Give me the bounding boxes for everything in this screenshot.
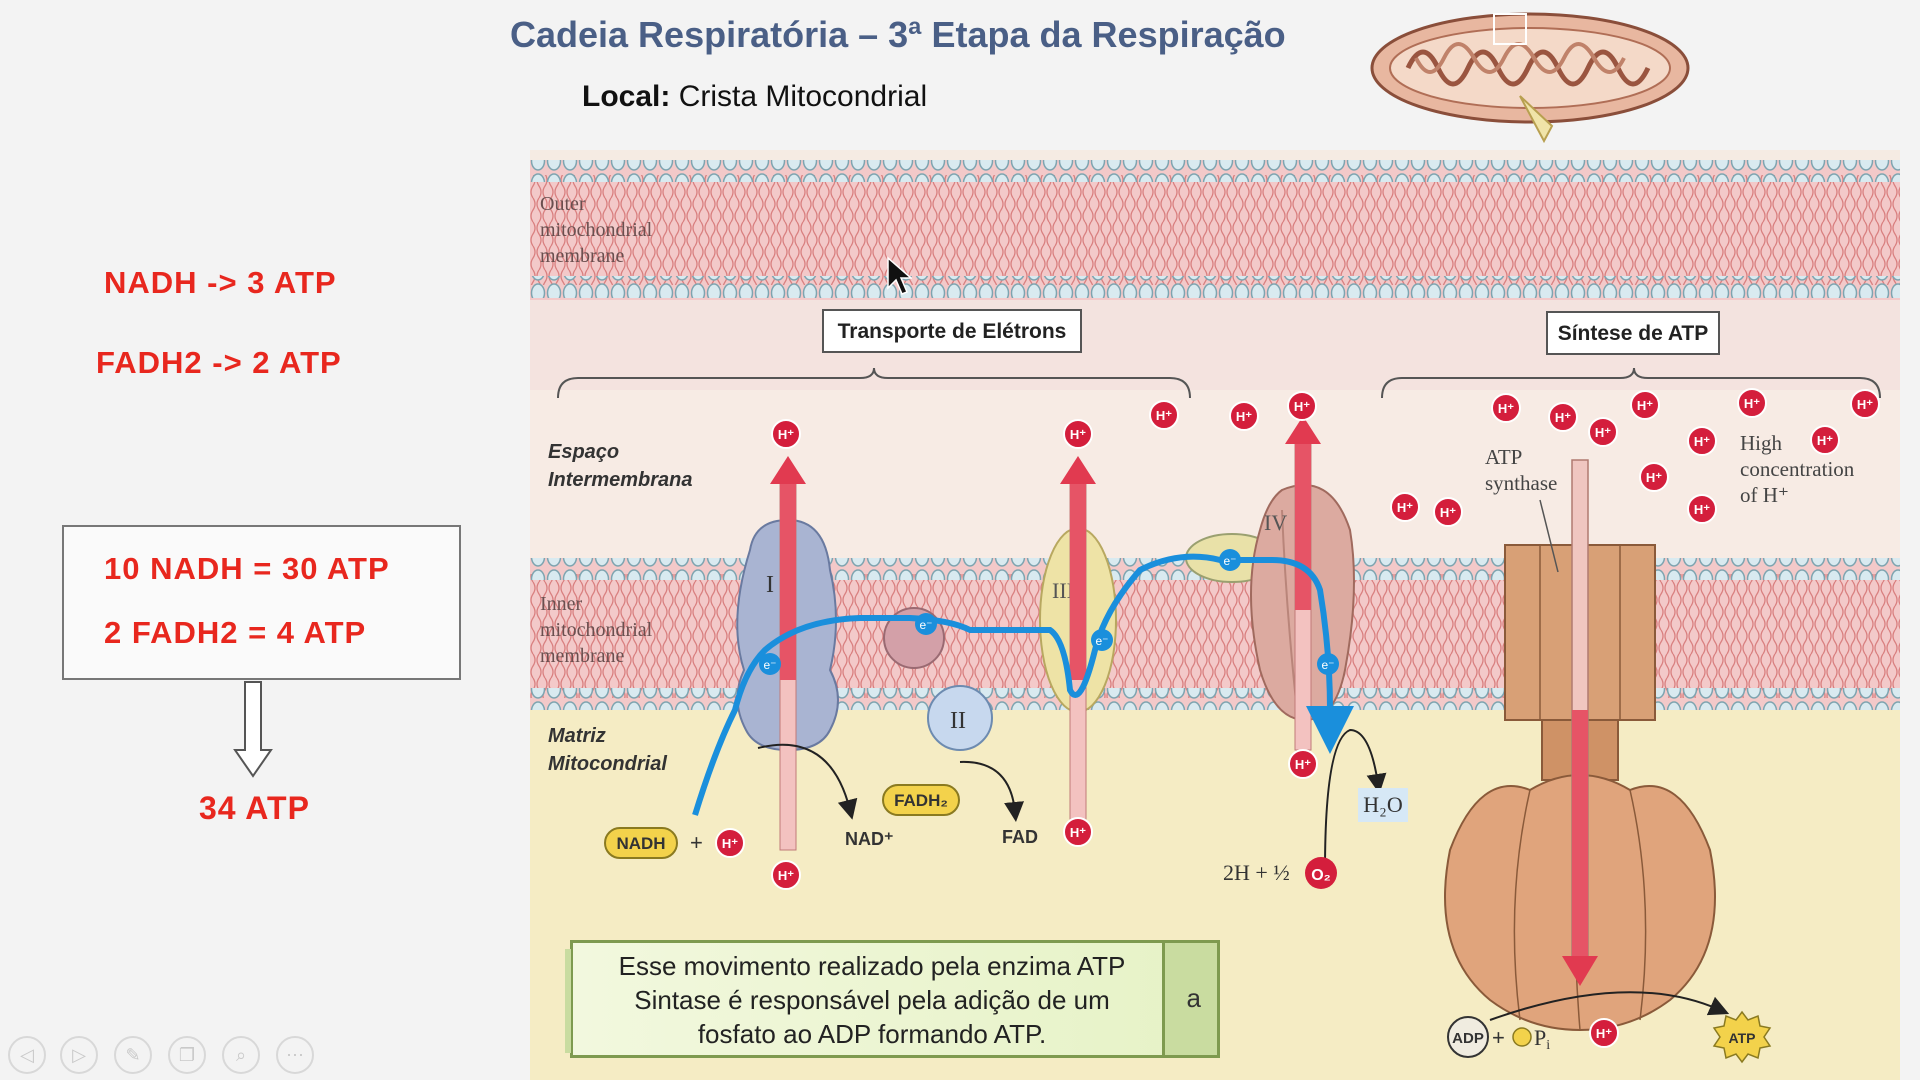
svg-text:H⁺: H⁺ [1156, 408, 1172, 423]
slide-title: Cadeia Respiratória – 3ª Etapa da Respir… [510, 14, 1286, 55]
transport-bracket [557, 367, 1191, 399]
intermembrane-space-label: Espaço Intermembrana [548, 441, 693, 491]
svg-text:H⁺: H⁺ [1596, 1026, 1612, 1041]
mitochondrion-icon [1370, 12, 1690, 144]
synthesis-bracket [1381, 367, 1881, 399]
fadh2-ratio: FADH2 -> 2 ATP [96, 345, 342, 380]
svg-text:H⁺: H⁺ [1817, 433, 1833, 448]
svg-text:NADH: NADH [616, 834, 665, 853]
pen-icon[interactable]: ✎ [114, 1036, 152, 1074]
note-line-2: Sintase é responsável pela adição de um [634, 985, 1110, 1015]
atp-sum-box: 10 NADH = 30 ATP 2 FADH2 = 4 ATP [62, 525, 461, 680]
svg-text:O₂: O₂ [1311, 867, 1331, 884]
previous-slide-icon[interactable]: ◁ [8, 1036, 46, 1074]
svg-text:H⁺: H⁺ [778, 868, 794, 883]
svg-text:H⁺: H⁺ [1595, 425, 1611, 440]
outer-membrane-label: Outer mitochondrial membrane [540, 193, 657, 267]
svg-text:H⁺: H⁺ [722, 836, 738, 851]
svg-text:e⁻: e⁻ [1095, 634, 1108, 648]
inner-membrane-label: Inner mitochondrial membrane [540, 593, 657, 667]
fadh2-badge: FADH₂ [882, 784, 960, 816]
note-line-1: Esse movimento realizado pela enzima ATP [618, 951, 1126, 981]
transport-box-label: Transporte de Elétrons [838, 320, 1067, 343]
svg-text:FADH₂: FADH₂ [894, 791, 948, 810]
high-concentration-label: High concentration of H⁺ [1740, 431, 1860, 507]
nadh-oxidation-arrow [757, 743, 858, 820]
oxygen-badge: O₂ [1305, 857, 1337, 889]
explanation-note: Esse movimento realizado pela enzima ATP… [565, 940, 1220, 1058]
svg-text:H⁺: H⁺ [1646, 470, 1662, 485]
next-slide-icon[interactable]: ▷ [60, 1036, 98, 1074]
svg-text:H⁺: H⁺ [1294, 399, 1310, 414]
svg-text:ADP: ADP [1452, 1030, 1484, 1047]
adp-badge: ADP [1447, 1016, 1489, 1058]
svg-text:H⁺: H⁺ [1070, 427, 1086, 442]
transport-box: Transporte de Elétrons [822, 309, 1082, 353]
svg-text:H⁺: H⁺ [1694, 502, 1710, 517]
phosphate-label: Pi [1534, 1025, 1550, 1053]
synthesis-box: Síntese de ATP [1546, 311, 1720, 355]
note-line-3: fosfato ao ADP formando ATP. [697, 1019, 1047, 1049]
svg-text:e⁻: e⁻ [1223, 554, 1236, 568]
svg-text:e⁻: e⁻ [919, 618, 932, 632]
svg-text:H⁺: H⁺ [1694, 434, 1710, 449]
more-options-icon[interactable]: ⋯ [276, 1036, 314, 1074]
complex-i-label: I [766, 572, 774, 598]
atp-synthesis-arrow [1489, 991, 1730, 1021]
svg-text:e⁻: e⁻ [763, 658, 776, 672]
svg-text:H⁺: H⁺ [1744, 396, 1760, 411]
location-value: Crista Mitocondrial [678, 80, 928, 113]
svg-text:H⁺: H⁺ [1070, 825, 1086, 840]
svg-text:H₂O: H₂O [1363, 792, 1402, 817]
complex-iv-label: IV [1264, 510, 1287, 535]
matrix-label: Matriz Mitocondrial [548, 725, 667, 775]
complex-iii-label: III [1052, 578, 1074, 603]
atp-badge: ATP [1712, 1010, 1772, 1064]
nadh-plus: + [690, 830, 703, 855]
svg-text:ATP: ATP [1729, 1030, 1756, 1046]
sum-nadh: 10 NADH = 30 ATP [104, 551, 390, 586]
svg-text:H⁺: H⁺ [1236, 409, 1252, 424]
phosphate-dot [1512, 1027, 1532, 1047]
synthesis-box-label: Síntese de ATP [1558, 322, 1709, 345]
electron-path [692, 553, 1354, 816]
complex-ii-label: II [950, 708, 966, 734]
fadh2-oxidation-arrow [959, 760, 1024, 822]
atp-synthase-label: ATP synthase [1485, 445, 1557, 495]
location-label: Local: [582, 80, 671, 113]
nadh-badge: NADH [604, 827, 678, 859]
adp-plus: + [1492, 1025, 1505, 1050]
proton-pump-arrow-iii [1060, 456, 1096, 821]
svg-text:H⁺: H⁺ [1498, 401, 1514, 416]
location-line: Local: Crista Mitocondrial [582, 80, 927, 114]
svg-text:H⁺: H⁺ [778, 427, 794, 442]
atp-synthase-proton-arrow [1562, 710, 1598, 986]
note-edge [565, 949, 571, 1053]
oxygen-reaction: 2H + ½ [1223, 860, 1290, 885]
nadh-ratio: NADH -> 3 ATP [104, 265, 337, 300]
fad-label: FAD [1002, 827, 1038, 847]
zoom-icon[interactable]: ⌕ [222, 1036, 260, 1074]
water-formation-arrow [1324, 728, 1387, 871]
sum-fadh2: 2 FADH2 = 4 ATP [104, 615, 367, 650]
note-side-letter: a [1186, 983, 1201, 1013]
water-badge: H₂O [1358, 788, 1408, 822]
svg-text:H⁺: H⁺ [1555, 410, 1571, 425]
nad-plus-label: NAD⁺ [845, 829, 894, 849]
electron-markers: e⁻ e⁻ e⁻ e⁻ e⁻ [759, 549, 1339, 675]
svg-text:H⁺: H⁺ [1637, 398, 1653, 413]
slides-icon[interactable]: ❐ [168, 1036, 206, 1074]
svg-text:H⁺: H⁺ [1857, 397, 1873, 412]
svg-text:H⁺: H⁺ [1397, 500, 1413, 515]
proton-pump-arrow-i [770, 456, 806, 851]
proton-badges: H⁺ H⁺ H⁺ H⁺ H⁺ H⁺ H⁺ H⁺ H⁺ H⁺ H⁺ H⁺ H⁺ H… [715, 388, 1880, 1048]
mouse-cursor-icon [887, 256, 912, 295]
total-atp: 34 ATP [199, 790, 310, 826]
svg-text:H⁺: H⁺ [1295, 757, 1311, 772]
respiratory-chain-diagram: Outer mitochondrial membrane Inner mitoc… [530, 150, 1900, 1080]
down-arrow-icon [233, 681, 273, 778]
svg-text:H⁺: H⁺ [1440, 505, 1456, 520]
note-side-panel [1162, 943, 1217, 1055]
svg-text:e⁻: e⁻ [1321, 658, 1334, 672]
